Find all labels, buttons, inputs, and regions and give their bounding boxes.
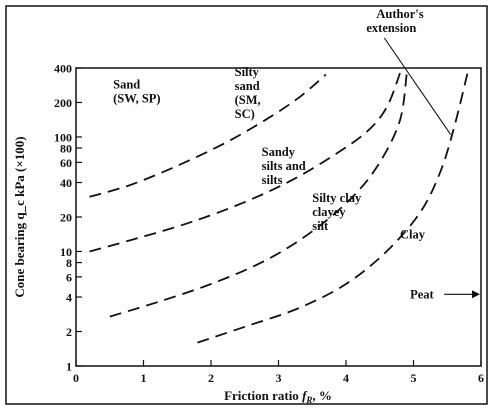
plot-area (75, 67, 482, 367)
outer-frame (5, 5, 488, 405)
y-tick-label: 400 (54, 62, 72, 76)
y-tick-label: 80 (60, 142, 72, 156)
region-label: Silty sand (SM, SC) (235, 65, 261, 121)
x-axis-ticks: 0 1 2 3 4 5 6 (73, 360, 484, 385)
annotation-leader (383, 37, 452, 135)
y-tick-label: 8 (66, 256, 72, 270)
y-tick-label: 6 (66, 270, 72, 284)
region-label: Clay (400, 227, 426, 241)
region-labels: Sand (SW, SP) Silty sand (SM, SC)Sandy silts a… (113, 65, 480, 301)
y-tick-label: 200 (54, 96, 72, 110)
y-tick-label: 60 (60, 156, 72, 170)
x-tick-label: 1 (141, 371, 147, 385)
y-axis-title: Cone bearing q_c kPa (×100) (12, 136, 27, 297)
y-tick-label: 2 (66, 325, 72, 339)
region-label: Sandy silts and silts (262, 145, 306, 187)
boundary-curve-1 (89, 73, 327, 198)
boundary-curve-4 (197, 72, 469, 344)
annotations: Author's extension (366, 7, 452, 135)
x-tick-label: 4 (343, 371, 349, 385)
annotation-label: Author's extension (366, 7, 423, 35)
y-tick-label: 40 (60, 176, 72, 190)
x-tick-label: 6 (478, 371, 484, 385)
y-tick-label: 100 (54, 130, 72, 144)
region-label: Peat (410, 287, 434, 301)
x-tick-label: 2 (208, 371, 214, 385)
classification-curves (89, 72, 469, 344)
region-label: Silty clay clayey silt (312, 191, 362, 233)
x-tick-label: 0 (73, 371, 79, 385)
y-tick-label: 4 (66, 291, 72, 305)
x-tick-label: 5 (411, 371, 417, 385)
region-label: Sand (SW, SP) (113, 77, 160, 105)
boundary-curve-3 (109, 73, 408, 318)
x-axis-title: Friction ratio fR, % (224, 388, 332, 405)
y-tick-label: 1 (66, 360, 72, 374)
boundary-curve-2 (89, 72, 401, 253)
y-tick-label: 20 (60, 211, 72, 225)
x-tick-label: 3 (276, 371, 282, 385)
y-tick-label: 10 (60, 245, 72, 259)
